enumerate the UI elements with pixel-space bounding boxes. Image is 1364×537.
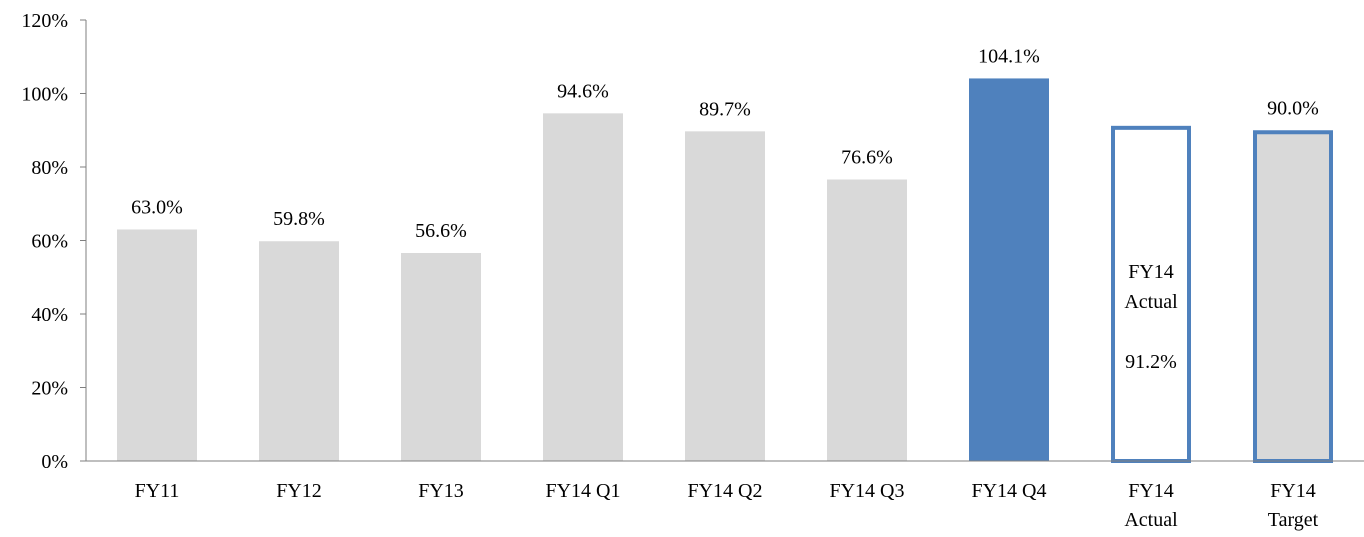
y-tick-label: 0% — [41, 451, 68, 473]
data-label: 104.1% — [978, 45, 1040, 67]
bar — [1253, 130, 1333, 463]
x-tick-label: FY11 — [135, 480, 180, 502]
x-tick-label: FY13 — [418, 480, 464, 502]
inner-label: 91.2% — [1125, 351, 1177, 373]
x-tick-label: FY12 — [276, 480, 322, 502]
y-tick-label: 40% — [31, 304, 68, 326]
x-tick-label: FY14 — [1128, 480, 1174, 502]
y-tick-label: 20% — [31, 378, 68, 400]
data-label: 94.6% — [557, 80, 609, 102]
x-tick-label: FY14 Q3 — [829, 480, 904, 502]
data-label: 89.7% — [699, 98, 751, 120]
y-tick-label: 60% — [31, 231, 68, 253]
bar — [543, 113, 623, 461]
x-tick-label: Target — [1268, 509, 1319, 531]
x-tick-label: FY14 Q4 — [971, 480, 1046, 502]
x-tick-label: FY14 — [1270, 480, 1316, 502]
x-tick-label: FY14 Q1 — [545, 480, 620, 502]
y-axis: 0% 20% 40% 60% 80% 100% 120% — [21, 10, 87, 473]
bar — [401, 252, 481, 461]
x-tick-label: FY14 Q2 — [687, 480, 762, 502]
y-tick-label: 120% — [21, 10, 68, 32]
data-label: 90.0% — [1267, 97, 1319, 119]
inner-label: Actual — [1124, 291, 1178, 313]
x-axis: FY11 FY12 FY13 FY14 Q1 FY14 Q2 FY14 Q3 FY14 Q4… — [86, 460, 1364, 531]
y-tick-label: 80% — [31, 157, 68, 179]
data-label: 63.0% — [131, 196, 183, 218]
inner-label: FY14 — [1128, 261, 1174, 283]
x-tick-label: Actual — [1124, 509, 1178, 531]
bar — [1111, 125, 1191, 463]
bar — [827, 179, 907, 461]
bars: 63.0% 59.8% 56.6% 94.6% 89.7% 76.6% 104.1% FY14… — [117, 45, 1333, 463]
bar — [685, 131, 765, 462]
data-label: 59.8% — [273, 208, 325, 230]
data-label: 56.6% — [415, 220, 467, 242]
data-label: 76.6% — [841, 146, 893, 168]
bar — [259, 241, 339, 461]
y-tick-label: 100% — [21, 84, 68, 106]
bar — [969, 78, 1049, 462]
bar — [117, 229, 197, 461]
